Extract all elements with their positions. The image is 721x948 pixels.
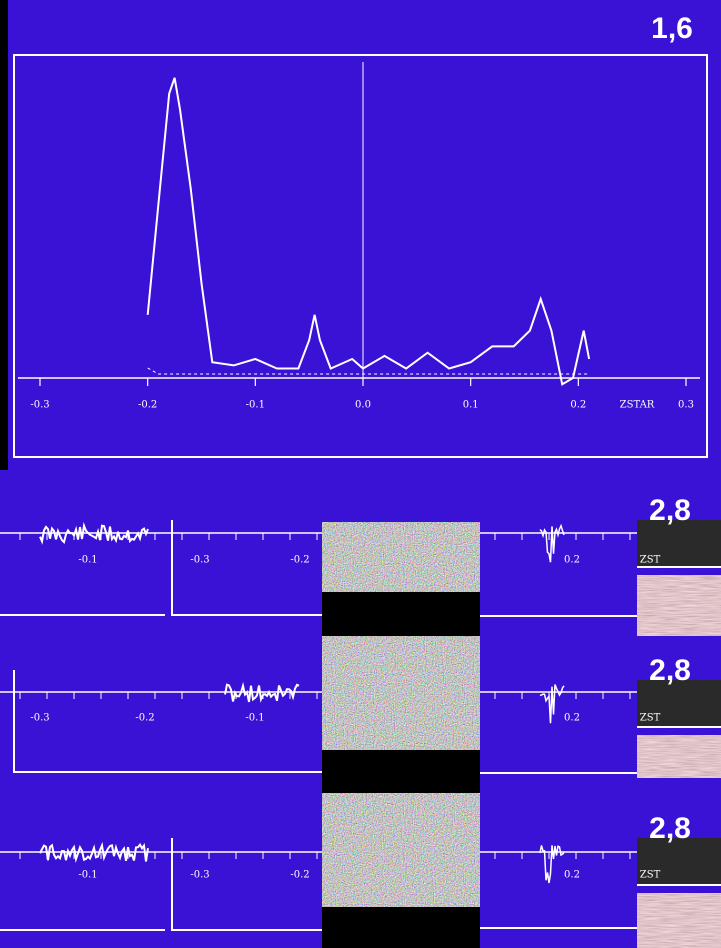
pink-noise xyxy=(637,735,721,778)
black-block xyxy=(322,907,480,948)
tick-label: 0.2 xyxy=(564,870,580,881)
tick-label: ZST xyxy=(640,555,661,566)
x-tick-label: 0.3 xyxy=(678,400,694,411)
tick-label: ZST xyxy=(640,870,661,881)
tick-label: -0.2 xyxy=(135,713,154,724)
tick-label: -0.3 xyxy=(190,870,209,881)
tick-label: -0.1 xyxy=(78,555,97,566)
tick-label: 0.2 xyxy=(564,713,580,724)
noise-block xyxy=(322,793,480,907)
x-tick-label: -0.3 xyxy=(30,400,49,411)
x-tick-label: -0.2 xyxy=(138,400,157,411)
tick-label: 0.2 xyxy=(564,555,580,566)
x-tick-label: 0.2 xyxy=(570,400,586,411)
tick-label: ZST xyxy=(640,713,661,724)
panel-label: 2,8 xyxy=(649,494,691,527)
screen: 1,6 ZSTAR -0.1 -0.3 -0.2 0.2 ZST 2,8 -0.3 -0.2 -… xyxy=(0,0,721,948)
annotation: 1,6 xyxy=(651,12,693,45)
black-block xyxy=(322,592,480,636)
x-axis-label: ZSTAR xyxy=(620,400,655,411)
x-tick-label: -0.1 xyxy=(246,400,265,411)
x-tick-label: 0.0 xyxy=(355,400,371,411)
tick-label: -0.3 xyxy=(190,555,209,566)
tick-label: -0.2 xyxy=(290,870,309,881)
tick-label: -0.1 xyxy=(245,713,264,724)
pink-noise xyxy=(637,893,721,948)
left-strip xyxy=(0,0,8,470)
tick-label: -0.3 xyxy=(30,713,49,724)
x-tick-label: 0.1 xyxy=(463,400,479,411)
panel-label: 2,8 xyxy=(649,812,691,845)
noise-block xyxy=(322,522,480,592)
tick-label: -0.2 xyxy=(290,555,309,566)
noise-block xyxy=(322,636,480,750)
black-block xyxy=(322,750,480,793)
panel-label: 2,8 xyxy=(649,654,691,687)
tick-label: -0.1 xyxy=(78,870,97,881)
pink-noise xyxy=(637,575,721,636)
